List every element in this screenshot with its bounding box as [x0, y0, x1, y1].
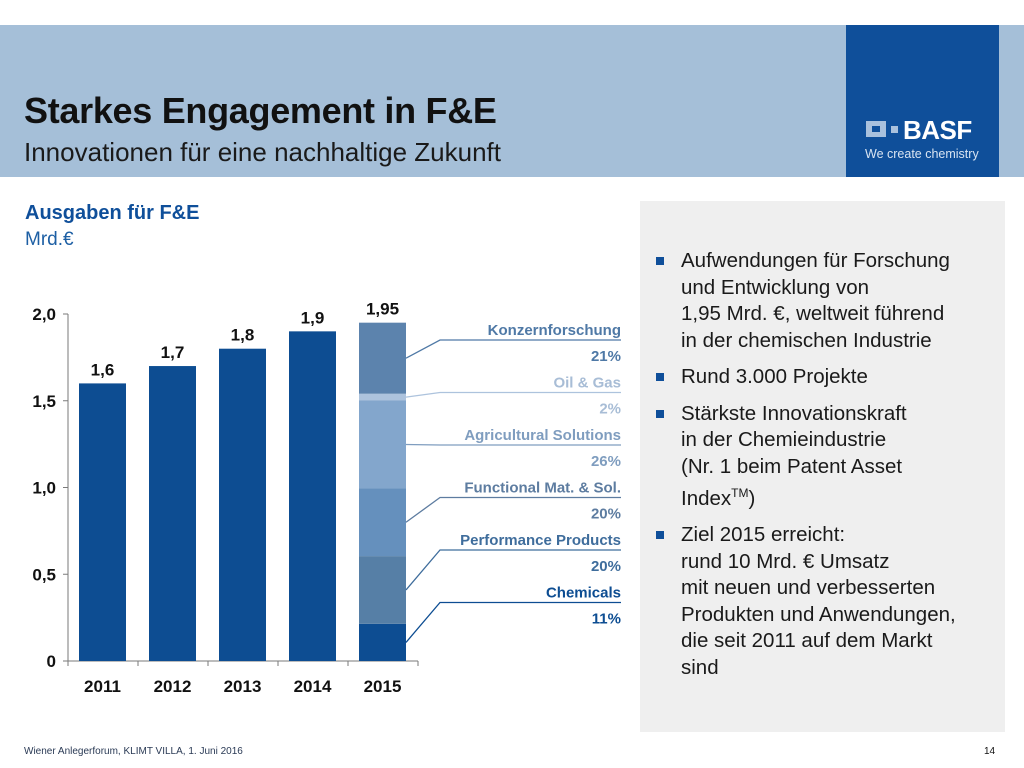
bar-value-label: 1,7: [161, 343, 185, 362]
bar-segment-functional-mat-sol-: [359, 488, 406, 557]
bullet-line: in der chemischen Industrie: [681, 328, 932, 352]
y-tick-label: 1,0: [32, 479, 56, 498]
bar-2011: [79, 383, 126, 661]
segment-name-label: Chemicals: [546, 585, 621, 602]
bar-2012: [149, 366, 196, 661]
y-tick-label: 1,5: [32, 392, 56, 411]
segment-name-label: Oil & Gas: [553, 375, 621, 392]
segment-share-label: 11%: [592, 611, 621, 628]
segment-share-label: 20%: [591, 506, 621, 523]
bullet-square-icon: [656, 373, 664, 381]
logo-dot-icon: [891, 126, 898, 133]
y-tick-label: 0: [47, 652, 56, 671]
bullet-item: Ziel 2015 erreicht: rund 10 Mrd. € Umsatz…: [656, 522, 996, 681]
bullet-line: Aufwendungen für Forschung: [681, 249, 950, 272]
bar-value-label: 1,6: [91, 360, 115, 379]
y-tick-label: 2,0: [32, 305, 56, 324]
bullet-line: (Nr. 1 beim Patent Asset: [681, 454, 903, 478]
trademark-superscript: TM: [731, 486, 749, 500]
segment-share-label: 21%: [591, 348, 621, 365]
bullet-item: Stärkste Innovationskraft in der Chemiein…: [656, 401, 996, 513]
leader-line: [405, 391, 621, 398]
bar-segment-chemicals: [359, 623, 406, 661]
y-tick-label: 0,5: [32, 565, 56, 584]
bullet-line: sind: [681, 655, 719, 679]
segment-share-label: 20%: [591, 558, 621, 575]
segment-share-label: 26%: [591, 453, 621, 470]
bullet-item: Rund 3.000 Projekte: [656, 364, 996, 391]
bullet-line: und Entwicklung von: [681, 275, 870, 299]
bar-segment-agricultural-solutions: [359, 400, 406, 489]
bar-segment-oil-gas: [359, 393, 406, 401]
bar-value-label: 1,8: [231, 326, 255, 345]
bullet-line: in der Chemieindustrie: [681, 428, 887, 451]
basf-logo: BASF We create chemistry: [846, 25, 999, 177]
bullet-square-icon: [656, 257, 664, 265]
bullet-line: 1,95 Mrd. €, weltweit führend: [681, 302, 945, 325]
bullet-line: Ziel 2015 erreicht:: [681, 523, 846, 547]
logo-wordmark: BASF: [903, 115, 972, 145]
bullet-line: IndexTM): [681, 486, 756, 510]
bullet-line: Stärkste Innovationskraft: [681, 401, 907, 425]
x-tick-label: 2015: [364, 677, 402, 696]
footer-text: Wiener Anlegerforum, KLIMT VILLA, 1. Jun…: [24, 746, 243, 757]
leader-line: [405, 496, 621, 523]
bullet-line: Rund 3.000 Projekte: [681, 365, 868, 388]
x-tick-label: 2014: [294, 677, 332, 696]
logo-tagline: We create chemistry: [865, 147, 979, 161]
bullet-item: Aufwendungen für Forschung und Entwicklun…: [656, 248, 996, 354]
bullet-square-icon: [656, 409, 664, 418]
key-facts-list: Aufwendungen für Forschung und Entwicklun…: [656, 248, 996, 691]
chart-unit: Mrd.€: [25, 229, 74, 250]
bullet-line: rund 10 Mrd. € Umsatz: [681, 549, 890, 573]
segment-name-label: Performance Products: [460, 532, 621, 549]
bullet-square-icon: [656, 531, 664, 540]
x-tick-label: 2013: [224, 677, 262, 696]
page-number: 14: [984, 746, 996, 757]
leader-line: [405, 549, 621, 591]
leader-line: [405, 339, 621, 359]
logo-square-icon: [866, 121, 886, 137]
leader-line: [405, 443, 621, 446]
bullet-line: mit neuen und verbesserten: [681, 576, 936, 600]
bar-2013: [219, 348, 266, 661]
segment-name-label: Agricultural Solutions: [464, 427, 621, 444]
rd-spending-chart: 0 0,5 1,0 1,5 2,0 1,6 2011 1,7 2012 1,8 2013 1,9 201…: [32, 300, 621, 696]
slide-title: Starkes Engagement in F&E: [24, 90, 497, 131]
bar-segment-performance-products: [359, 556, 406, 624]
bullet-line: Produkten und Anwendungen,: [681, 602, 956, 626]
bar-2014: [289, 331, 336, 661]
chart-title: Ausgaben für F&E: [25, 202, 200, 224]
key-facts-panel: [640, 201, 1005, 732]
segment-name-label: Konzernforschung: [488, 322, 621, 339]
bullet-line: die seit 2011 auf dem Markt: [681, 629, 933, 653]
x-tick-label: 2012: [154, 677, 192, 696]
bar-value-label: 1,95: [366, 300, 399, 319]
x-tick-label: 2011: [84, 677, 121, 696]
slide-subtitle: Innovationen für eine nachhaltige Zukunf…: [24, 137, 502, 167]
segment-share-label: 2%: [599, 401, 621, 418]
segment-name-label: Functional Mat. & Sol.: [464, 480, 621, 497]
bar-value-label: 1,9: [301, 308, 325, 327]
leader-line: [405, 601, 621, 643]
bar-segment-konzernforschung: [359, 322, 406, 394]
